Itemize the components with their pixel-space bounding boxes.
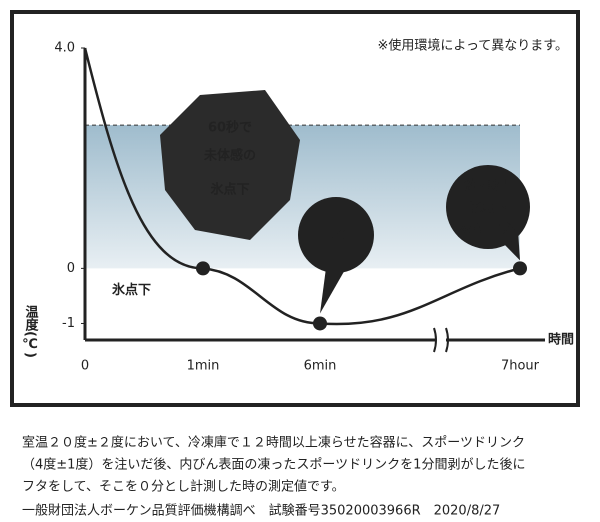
- callout-text: をキープ!: [459, 223, 516, 238]
- callout-text: 氷点下: [210, 182, 249, 198]
- source: 一般財団法人ボーケン品質評価機構調べ 試験番号35020003966R 2020…: [22, 503, 500, 519]
- footer-line: （4度±1度）を注いだ後、内びん表面の凍ったスポーツドリンクを1分間剥がした後に: [22, 457, 525, 473]
- point: [196, 261, 210, 276]
- axis-break: [436, 328, 446, 352]
- y-tick-label: 4.0: [54, 41, 75, 56]
- x-tick-label: 6min: [304, 359, 337, 374]
- callout-text: 氷点下: [468, 200, 507, 216]
- callout-text: -1℃: [321, 229, 351, 244]
- callout-text: 60秒で: [208, 120, 252, 136]
- axis-break-mark: [433, 327, 449, 353]
- band-label: 氷点下: [112, 282, 151, 298]
- callout-shape: [298, 197, 374, 273]
- callout-text: 約7時間: [464, 178, 512, 194]
- point: [313, 316, 327, 331]
- x-tick-label: 7hour: [501, 359, 540, 374]
- footer-line: 室温２０度±２度において、冷凍庫で１２時間以上凍らせた容器に、スポーツドリンク: [22, 435, 525, 451]
- y-axis-label: 温度(℃): [22, 305, 38, 358]
- temperature-line: [83, 47, 521, 326]
- note: ※使用環境によって異なります。: [377, 38, 568, 54]
- y-tick-label: -1: [62, 316, 75, 331]
- frame: [10, 10, 580, 407]
- callout-shape: [446, 165, 530, 249]
- callout-shape: [160, 90, 300, 240]
- x-tick-label: 0: [81, 359, 89, 374]
- callout-text: 未体感の: [203, 148, 256, 164]
- footer-line: フタをして、そこを０分とし計測した時の測定値です。: [22, 479, 345, 495]
- y-tick-label: 0: [67, 261, 75, 276]
- point: [513, 261, 527, 276]
- x-axis-label: 時間: [548, 332, 574, 348]
- callout-shape: [320, 268, 346, 314]
- x-tick-label: 1min: [187, 359, 220, 374]
